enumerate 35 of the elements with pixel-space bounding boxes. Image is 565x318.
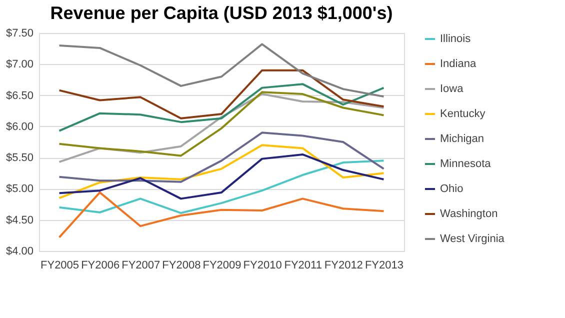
legend-label: West Virginia [440, 233, 506, 245]
y-tick-label: $4.00 [6, 246, 34, 258]
legend-label: Illinois [440, 33, 472, 45]
line-series [58, 132, 385, 183]
x-tick-label: FY2011 [284, 260, 322, 272]
legend-label: Kentucky [440, 108, 486, 120]
y-tick-label: $5.50 [6, 152, 34, 164]
legend-label: Washington [440, 208, 498, 220]
y-tick-label: $7.00 [6, 58, 34, 71]
chart-title: Revenue per Capita (USD 2013 $1,000's) [50, 3, 393, 23]
legend-label: Michigan [440, 133, 484, 145]
x-tick-label: FY2009 [202, 260, 242, 272]
y-tick-label: $5.00 [6, 183, 34, 196]
y-tick-label: $7.50 [6, 28, 34, 40]
x-tick-label: FY2010 [243, 260, 282, 272]
x-tick-label: FY2005 [40, 260, 80, 272]
x-tick-label: FY2008 [162, 260, 201, 272]
y-tick-label: $6.50 [6, 90, 34, 102]
legend-label: Iowa [440, 83, 464, 95]
line-series [58, 43, 385, 98]
line-series [58, 69, 385, 120]
line-series [58, 153, 385, 200]
y-tick-label: $4.50 [6, 214, 34, 226]
x-tick-label: FY2012 [324, 260, 363, 272]
line-series [58, 191, 385, 238]
y-tick-label: $6.00 [6, 120, 34, 133]
line-series [58, 144, 385, 200]
x-tick-label: FY2007 [122, 260, 160, 272]
legend-label: Ohio [440, 183, 464, 195]
legend-label: Minnesota [440, 158, 492, 170]
x-tick-label: FY2013 [364, 260, 404, 272]
legend-label: Indiana [440, 58, 477, 70]
line-series [58, 83, 385, 132]
x-tick-label: FY2006 [81, 260, 120, 272]
line-series [58, 160, 385, 214]
